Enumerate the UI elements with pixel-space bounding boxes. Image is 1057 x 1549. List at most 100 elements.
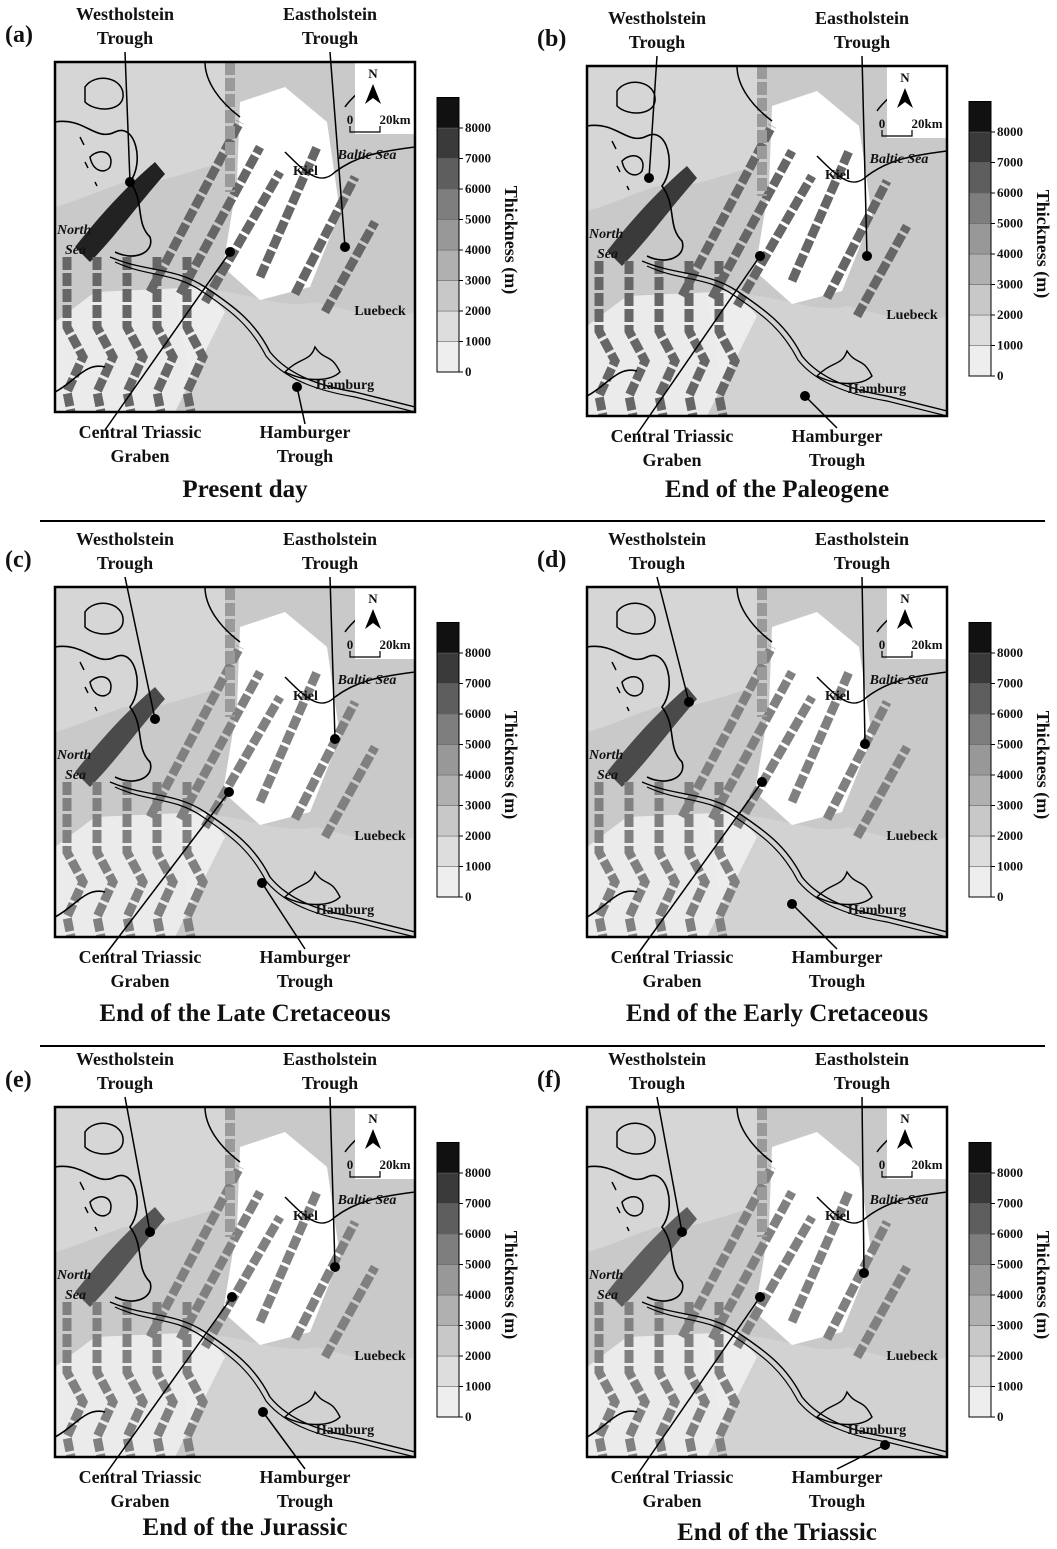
leader-line bbox=[636, 781, 763, 956]
stripe bbox=[290, 699, 360, 822]
leader-line bbox=[262, 1411, 306, 1470]
place-label: Sea bbox=[597, 768, 618, 783]
stripe bbox=[92, 1302, 119, 1457]
island-group bbox=[79, 136, 341, 381]
white-block bbox=[223, 87, 340, 300]
legend-swatch bbox=[436, 1264, 460, 1296]
callout-label: Hamburger bbox=[792, 1467, 883, 1487]
legend-tick-label: 1000 bbox=[997, 859, 1023, 874]
panel: (f) End of the Triassic N 0 20km Baltic Sea Ki… bbox=[537, 1049, 1053, 1546]
legend-swatch bbox=[968, 314, 992, 346]
legend-swatch bbox=[436, 652, 460, 684]
north-arrow bbox=[897, 609, 913, 629]
scale-start: 0 bbox=[347, 1157, 354, 1172]
legend-tick-label: 7000 bbox=[997, 155, 1023, 170]
stripe bbox=[92, 782, 119, 937]
trough-marker bbox=[755, 1292, 765, 1302]
place-label: Hamburg bbox=[316, 903, 374, 918]
north-label: N bbox=[368, 66, 378, 81]
legend-tick-label: 8000 bbox=[997, 645, 1023, 660]
legend-tick-label: 8000 bbox=[465, 645, 491, 660]
stripe bbox=[684, 782, 711, 937]
legend-tick-label: 5000 bbox=[465, 212, 491, 227]
lake bbox=[616, 1122, 656, 1217]
legend-swatch bbox=[436, 1325, 460, 1357]
legend-frame bbox=[436, 97, 460, 373]
trough-marker bbox=[258, 1407, 268, 1417]
legend-tick-label: 4000 bbox=[465, 242, 491, 257]
stripe bbox=[321, 744, 379, 840]
island-group bbox=[79, 1181, 341, 1426]
callout-label: Trough bbox=[809, 971, 865, 991]
stripe bbox=[684, 1302, 711, 1457]
stripe bbox=[714, 1302, 741, 1457]
place-label: North bbox=[588, 748, 623, 763]
legend-tick-label: 7000 bbox=[997, 676, 1023, 691]
inset-box bbox=[355, 587, 415, 659]
callout-label: Graben bbox=[642, 1491, 701, 1511]
callout-label: Trough bbox=[97, 553, 153, 573]
trough-marker bbox=[150, 714, 160, 724]
legend-swatch bbox=[436, 866, 460, 898]
legend-tick-label: 2000 bbox=[997, 307, 1023, 322]
river bbox=[114, 1306, 415, 1457]
legend-tick-label: 1000 bbox=[997, 1379, 1023, 1394]
north-label: N bbox=[900, 1111, 910, 1126]
legend-swatch bbox=[436, 280, 460, 312]
legend-tick-label: 6000 bbox=[465, 181, 491, 196]
legend-tick-label: 1000 bbox=[997, 338, 1023, 353]
legend-swatch bbox=[436, 1203, 460, 1235]
place-label: Sea bbox=[65, 243, 86, 258]
map: N 0 20km Baltic Sea Kiel North Sea Luebeck Hambu… bbox=[55, 587, 415, 937]
north-arrow bbox=[365, 1129, 381, 1149]
leader-line bbox=[329, 51, 346, 248]
place-label: Hamburg bbox=[316, 1423, 374, 1438]
stripe bbox=[787, 670, 854, 804]
north-sea-trough bbox=[607, 1207, 697, 1307]
callout-label: Westholstein bbox=[608, 1049, 706, 1069]
place-label: Kiel bbox=[825, 1209, 850, 1224]
leader-line bbox=[791, 903, 838, 950]
coastline bbox=[55, 1165, 152, 1438]
stripe bbox=[62, 1302, 89, 1457]
legend-swatch bbox=[436, 1233, 460, 1265]
legend-swatch bbox=[436, 1142, 460, 1174]
legend-frame bbox=[436, 622, 460, 898]
island-group bbox=[611, 661, 873, 906]
place-label: Sea bbox=[65, 768, 86, 783]
river bbox=[109, 1301, 415, 1453]
north-sea-trough bbox=[75, 687, 165, 787]
stripe bbox=[201, 694, 284, 830]
legend-frame bbox=[968, 1142, 992, 1418]
callout-label: Trough bbox=[834, 32, 890, 52]
place-label: North bbox=[588, 227, 623, 242]
legend-tick-label: 8000 bbox=[997, 124, 1023, 139]
north-sea-trough bbox=[75, 1207, 165, 1307]
north-arrow bbox=[897, 1129, 913, 1149]
place-label: Luebeck bbox=[886, 1349, 938, 1364]
stripe bbox=[708, 669, 796, 822]
place-label: Luebeck bbox=[354, 829, 406, 844]
scale-line bbox=[349, 651, 381, 658]
place-label: Luebeck bbox=[886, 308, 938, 323]
callout-label: Central Triassic bbox=[79, 947, 202, 967]
map: N 0 20km Baltic Sea Kiel North Sea Luebeck Hambu… bbox=[587, 1107, 947, 1457]
stripe bbox=[176, 1189, 264, 1342]
light-area bbox=[707, 293, 947, 416]
legend-tick-label: 3000 bbox=[997, 1318, 1023, 1333]
lake bbox=[616, 602, 656, 697]
legend-swatch bbox=[968, 101, 992, 133]
legend-swatch bbox=[436, 622, 460, 654]
leader-line bbox=[656, 1096, 683, 1233]
legend-tick-label: 8000 bbox=[465, 1165, 491, 1180]
map-frame bbox=[53, 1105, 417, 1459]
river bbox=[641, 1301, 947, 1453]
callout-label: Westholstein bbox=[76, 1049, 174, 1069]
stripe bbox=[684, 261, 711, 416]
legend-swatch bbox=[436, 683, 460, 715]
place-label: North bbox=[56, 1268, 91, 1283]
map-frame bbox=[585, 585, 949, 939]
place-label: Kiel bbox=[293, 1209, 318, 1224]
scale-end: 20km bbox=[379, 1157, 410, 1172]
legend: 0 1000 2000 3000 4000 5000 6000 7000 8000 Thickne… bbox=[968, 1142, 1053, 1424]
